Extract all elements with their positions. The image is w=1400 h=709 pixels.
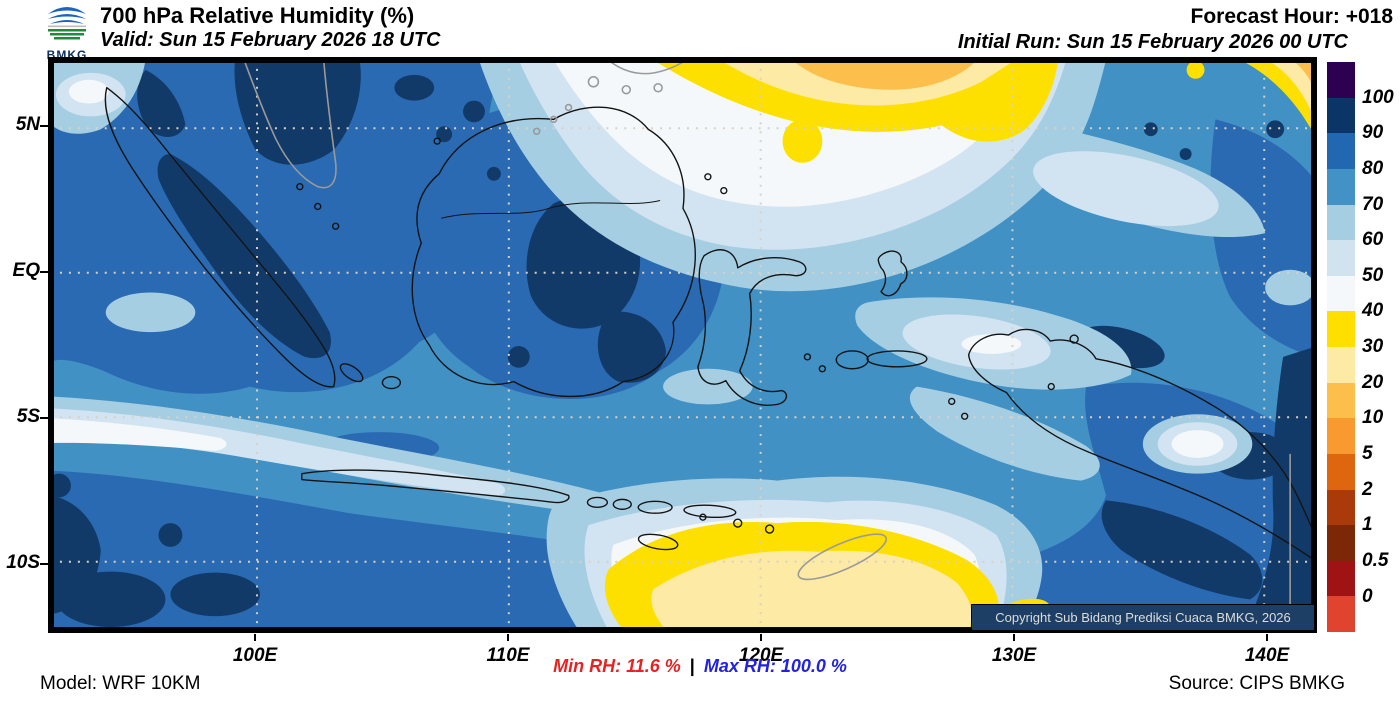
colorbar-label-100: 100 bbox=[1362, 87, 1394, 108]
colorbar-label-05: 0.5 bbox=[1362, 550, 1389, 571]
colorbar-label-60: 60 bbox=[1362, 229, 1384, 250]
colorbar-label-10: 10 bbox=[1362, 407, 1384, 428]
colorbar-band bbox=[1327, 489, 1355, 526]
coastlines-indonesia bbox=[104, 87, 1314, 561]
forecast-hour-label: Forecast Hour: +018 bbox=[1190, 5, 1394, 28]
bmkg-logo: BMKG bbox=[36, 1, 98, 61]
colorbar-label-40: 40 bbox=[1362, 300, 1384, 321]
lat-label-5s: 5S bbox=[16, 406, 40, 427]
source-label: Source: CIPS BMKG bbox=[1168, 673, 1345, 694]
lon-tick bbox=[254, 634, 256, 641]
colorbar-band bbox=[1327, 240, 1355, 276]
valid-time-label: Valid: Sun 15 February 2026 18 UTC bbox=[100, 29, 441, 51]
colorbar-band bbox=[1327, 275, 1355, 312]
lat-label-10s: 10S bbox=[6, 552, 40, 573]
colorbar-band bbox=[1327, 453, 1355, 490]
colorbar-band bbox=[1327, 62, 1355, 98]
colorbar-band bbox=[1327, 168, 1355, 205]
lon-tick bbox=[1266, 634, 1268, 641]
lat-tick bbox=[40, 125, 48, 127]
colorbar-label-0: 0 bbox=[1362, 586, 1373, 607]
colorbar-label-50: 50 bbox=[1362, 265, 1384, 286]
lat-tick bbox=[40, 417, 48, 419]
model-label: Model: WRF 10KM bbox=[40, 673, 201, 694]
graticule-gridlines bbox=[51, 60, 1314, 630]
max-rh-value: Max RH: 100.0 % bbox=[703, 656, 847, 676]
colorbar-label-2: 2 bbox=[1362, 479, 1373, 500]
min-rh-value: Min RH: 11.6 % bbox=[553, 656, 681, 676]
lat-tick bbox=[40, 563, 48, 565]
colorbar-label-80: 80 bbox=[1362, 158, 1384, 179]
initial-run-label: Initial Run: Sun 15 February 2026 00 UTC bbox=[957, 31, 1348, 53]
colorbar-band bbox=[1327, 347, 1355, 383]
colorbar-band bbox=[1327, 204, 1355, 241]
rh-colorbar bbox=[1327, 62, 1355, 632]
colorbar-label-30: 30 bbox=[1362, 336, 1384, 357]
lon-tick bbox=[507, 634, 509, 641]
page-title: 700 hPa Relative Humidity (%) bbox=[100, 3, 415, 28]
map-frame bbox=[51, 60, 1314, 630]
lon-tick bbox=[1013, 634, 1015, 641]
colorbar-label-20: 20 bbox=[1362, 372, 1384, 393]
colorbar-band bbox=[1327, 560, 1355, 597]
colorbar-label-90: 90 bbox=[1362, 122, 1384, 143]
lon-label-100e: 100E bbox=[232, 645, 278, 666]
colorbar-band bbox=[1327, 311, 1355, 347]
copyright-banner: Copyright Sub Bidang Prediksi Cuaca BMKG… bbox=[971, 604, 1314, 630]
min-max-rh: Min RH: 11.6 % | Max RH: 100.0 % bbox=[553, 656, 847, 677]
bmkg-logo-icon bbox=[45, 1, 89, 43]
lon-label-110e: 110E bbox=[486, 645, 530, 666]
colorbar-band bbox=[1327, 382, 1355, 419]
colorbar-label-1: 1 bbox=[1362, 514, 1373, 535]
lon-tick bbox=[760, 634, 762, 641]
colorbar-label-5: 5 bbox=[1362, 443, 1373, 464]
lon-label-140e: 140E bbox=[1244, 645, 1290, 666]
rh-map: Copyright Sub Bidang Prediksi Cuaca BMKG… bbox=[48, 57, 1317, 633]
lat-label-5n: 5N bbox=[15, 114, 40, 135]
colorbar-band bbox=[1327, 133, 1355, 169]
lon-label-130e: 130E bbox=[991, 645, 1037, 666]
colorbar-band bbox=[1327, 418, 1355, 454]
colorbar-band bbox=[1327, 97, 1355, 134]
lat-tick bbox=[40, 271, 48, 273]
lon-label-120e: 120E bbox=[738, 645, 784, 666]
rh-band-10-20-layer bbox=[792, 60, 1314, 90]
colorbar-label-70: 70 bbox=[1362, 194, 1384, 215]
lat-label-eq: EQ bbox=[12, 260, 40, 281]
rh-contour-map bbox=[51, 60, 1314, 630]
min-max-separator: | bbox=[689, 656, 695, 676]
colorbar-band bbox=[1327, 596, 1355, 632]
colorbar-band bbox=[1327, 525, 1355, 561]
